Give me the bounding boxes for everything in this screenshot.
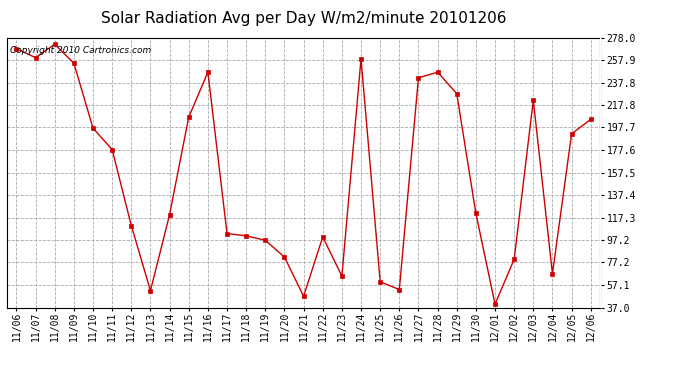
Text: Copyright 2010 Cartronics.com: Copyright 2010 Cartronics.com — [10, 46, 151, 55]
Text: Solar Radiation Avg per Day W/m2/minute 20101206: Solar Radiation Avg per Day W/m2/minute … — [101, 11, 506, 26]
